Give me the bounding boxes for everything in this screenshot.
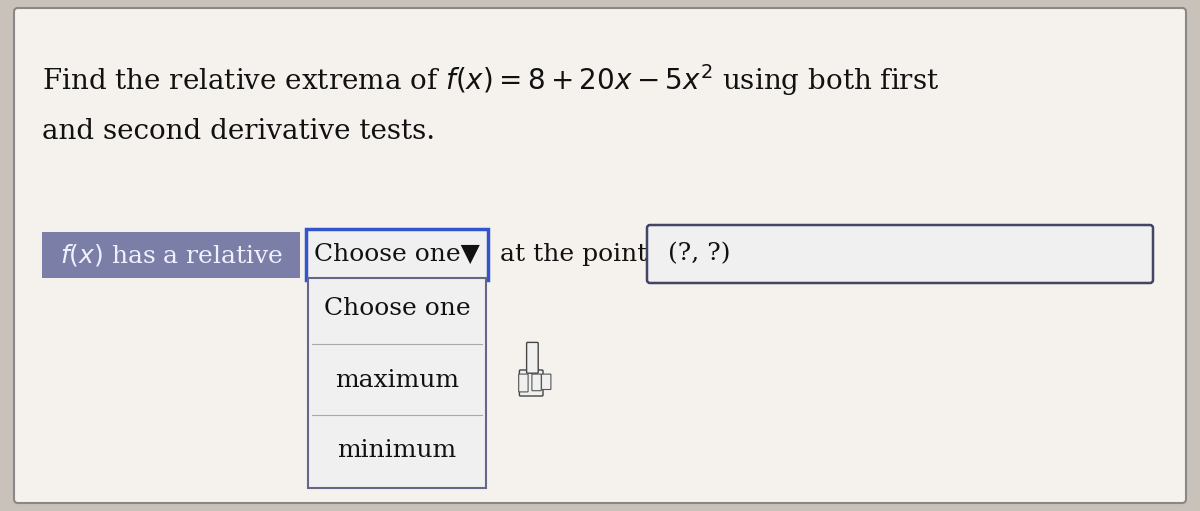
Text: (?, ?): (?, ?): [668, 243, 731, 266]
Text: Choose one: Choose one: [324, 296, 470, 319]
Text: maximum: maximum: [335, 368, 458, 391]
FancyBboxPatch shape: [306, 229, 488, 280]
FancyBboxPatch shape: [541, 374, 551, 389]
FancyBboxPatch shape: [518, 374, 528, 392]
Text: Find the relative extrema of $f(x) = 8 + 20x - 5x^2$ using both first: Find the relative extrema of $f(x) = 8 +…: [42, 62, 940, 98]
FancyBboxPatch shape: [308, 278, 486, 488]
FancyBboxPatch shape: [527, 342, 539, 373]
FancyBboxPatch shape: [520, 370, 542, 396]
FancyBboxPatch shape: [532, 374, 541, 391]
Text: minimum: minimum: [337, 438, 456, 461]
Text: at the point: at the point: [500, 243, 647, 266]
Text: $f(x)$ has a relative: $f(x)$ has a relative: [60, 242, 282, 268]
FancyBboxPatch shape: [42, 232, 300, 278]
FancyBboxPatch shape: [14, 8, 1186, 503]
Text: Choose one▼: Choose one▼: [314, 243, 480, 266]
FancyBboxPatch shape: [647, 225, 1153, 283]
Text: and second derivative tests.: and second derivative tests.: [42, 118, 436, 145]
